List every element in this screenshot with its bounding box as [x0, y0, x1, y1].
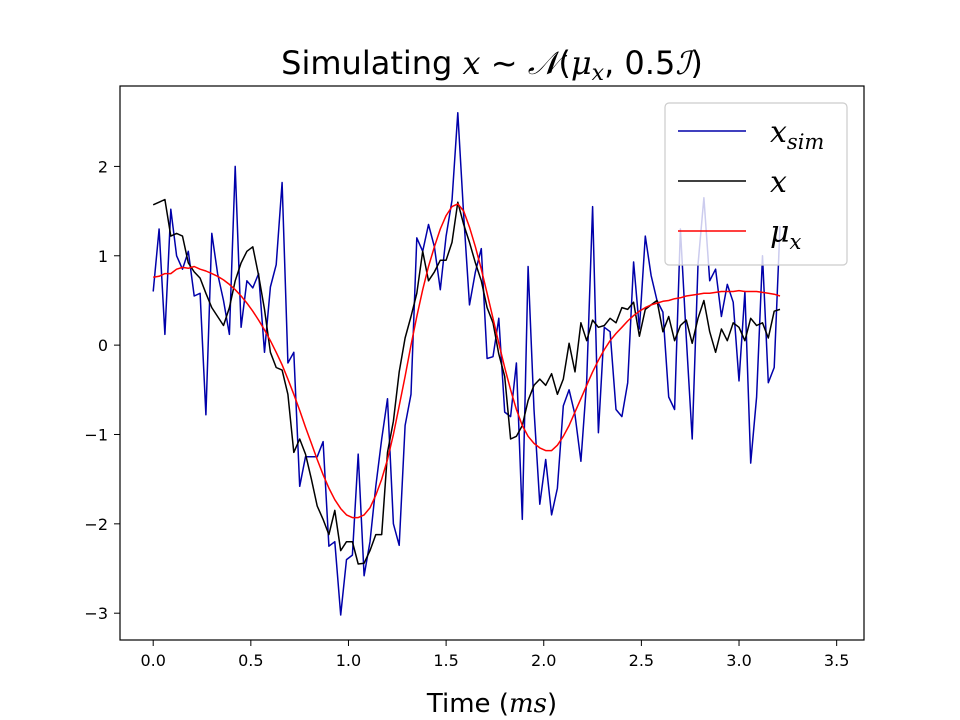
x-tick-label: 1.0	[336, 651, 361, 670]
legend-box	[664, 102, 848, 266]
plot-frame	[119, 85, 865, 641]
y-tick-label: 2	[98, 157, 108, 176]
x-tick-label: 1.5	[433, 651, 458, 670]
xlabel-unit: ms	[509, 689, 547, 719]
y-tick-label: 1	[98, 247, 108, 266]
x-axis-label: Time (ms)	[426, 689, 557, 719]
title-open: (	[558, 44, 570, 82]
y-tick-label: −3	[84, 604, 108, 623]
legend-x-sim-sub: sim	[787, 130, 824, 154]
legend-mu-sub: x	[790, 230, 802, 254]
title-prefix: Simulating	[281, 44, 462, 82]
series-line-2	[153, 203, 781, 519]
title-comma: , 0.5	[604, 44, 675, 82]
title-mu: μ	[571, 44, 592, 82]
legend-label-x: x	[770, 165, 787, 200]
x-tick-label: 3.5	[824, 651, 849, 670]
title-close: )	[690, 44, 702, 82]
xlabel-prefix: Time (	[426, 689, 509, 719]
y-axis: −3 −2 −1 0 1 2	[84, 157, 120, 623]
legend: xsim x μx	[664, 102, 848, 266]
x-tick-label: 3.0	[726, 651, 751, 670]
legend-x-sim-main: x	[770, 115, 787, 150]
title-mu-sub: x	[592, 61, 605, 86]
chart-title: Simulating x ~ 𝒩(μx, 0.5ℐ)	[281, 44, 703, 86]
series-line-0	[152, 112, 781, 616]
title-ident: ℐ	[675, 44, 695, 82]
legend-x-main: x	[770, 165, 787, 200]
x-tick-label: 0.5	[238, 651, 263, 670]
y-tick-label: −2	[84, 515, 108, 534]
x-axis: 0.0 0.5 1.0 1.5 2.0 2.5 3.0 3.5	[140, 640, 849, 670]
series-group	[152, 112, 781, 616]
x-tick-label: 0.0	[140, 651, 165, 670]
legend-label-mu-x: μx	[770, 215, 802, 254]
y-tick-label: 0	[98, 336, 108, 355]
legend-mu-main: μ	[770, 215, 790, 250]
legend-label-x-sim: xsim	[770, 115, 824, 154]
xlabel-suffix: )	[547, 689, 557, 719]
series-line-1	[152, 198, 781, 565]
x-tick-label: 2.5	[629, 651, 654, 670]
title-var: x	[463, 44, 481, 82]
title-sim: ~	[481, 44, 528, 82]
x-tick-label: 2.0	[531, 651, 556, 670]
y-tick-label: −1	[84, 425, 108, 444]
